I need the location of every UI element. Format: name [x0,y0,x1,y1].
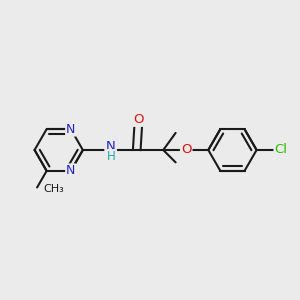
Text: O: O [133,113,143,126]
Text: N: N [105,140,115,153]
Text: H: H [107,150,116,163]
Text: N: N [66,164,76,177]
Text: Cl: Cl [274,143,287,157]
Text: N: N [66,123,76,136]
Text: O: O [181,143,191,157]
Text: CH₃: CH₃ [44,184,64,194]
